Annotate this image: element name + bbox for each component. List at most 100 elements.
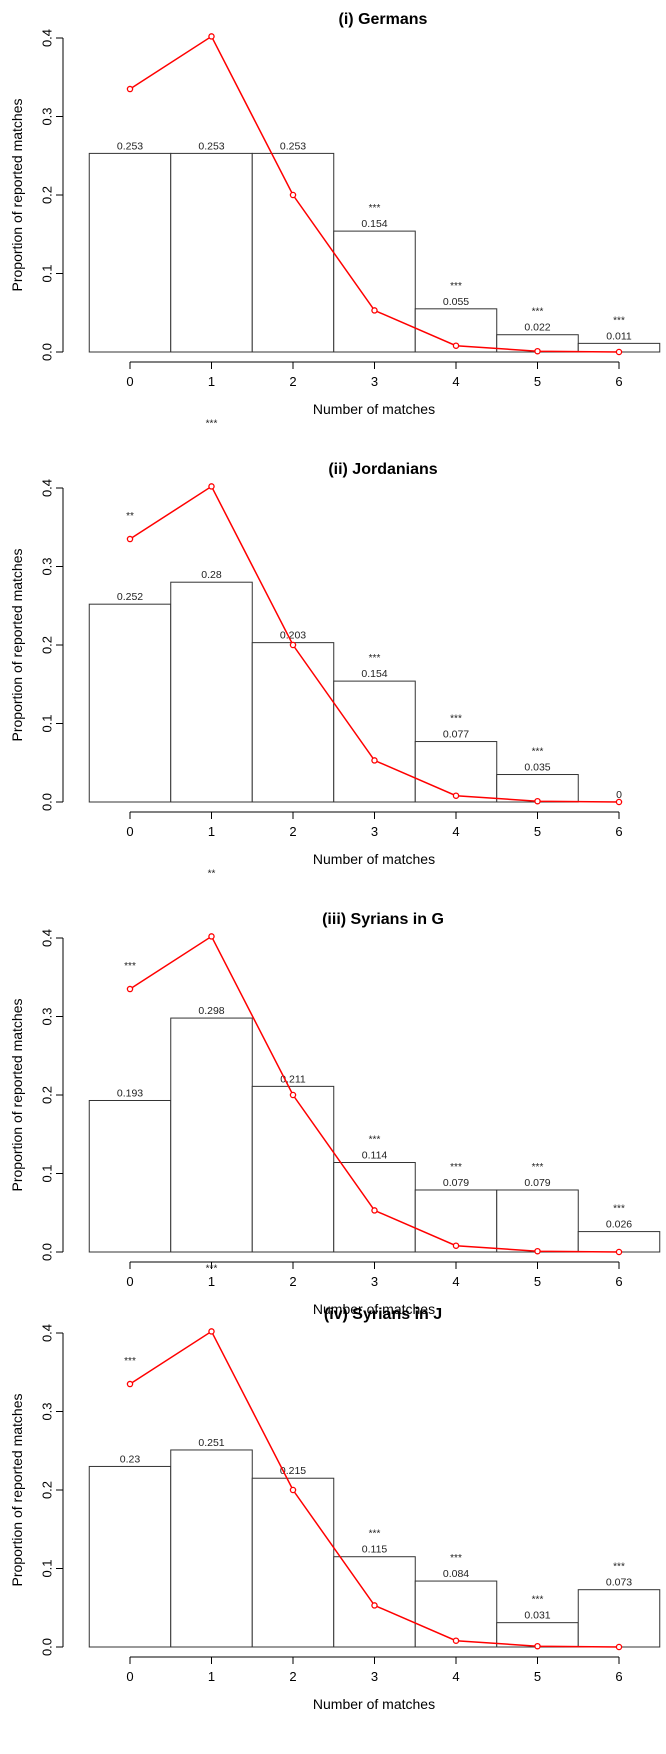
bar-value-label: 0.251: [198, 1437, 224, 1449]
significance-marker: ***: [532, 747, 544, 758]
x-axis-label: Number of matches: [313, 1301, 435, 1317]
reference-point: [534, 1642, 541, 1650]
significance-marker: ***: [369, 1529, 381, 1540]
reference-point: [289, 191, 297, 199]
x-tick-label: 3: [371, 1669, 378, 1684]
bar-value-label: 0.253: [117, 140, 143, 152]
bar-4: [414, 1189, 498, 1253]
reference-point: [289, 1486, 297, 1494]
x-tick-label: 2: [289, 1274, 296, 1289]
reference-point: [208, 933, 215, 940]
x-tick-label: 2: [289, 824, 296, 839]
bar-value-label: 0.011: [606, 330, 632, 342]
bar-value-label: 0.215: [280, 1465, 306, 1477]
y-tick-label: 0.0: [39, 1638, 54, 1656]
bar-1: [170, 1017, 253, 1253]
y-tick-label: 0.2: [39, 186, 54, 204]
bar-value-label: 0.28: [201, 569, 222, 581]
reference-point: [534, 797, 541, 805]
bar-value-label: 0: [616, 789, 622, 801]
reference-point: [371, 1207, 378, 1214]
bar-value-label: 0.114: [362, 1150, 388, 1162]
reference-point: [371, 307, 378, 314]
significance-marker: ***: [124, 1356, 136, 1367]
y-tick-label: 0.3: [39, 1402, 54, 1420]
bar-0: [88, 1099, 172, 1253]
y-axis-label: Proportion of reported matches: [9, 549, 25, 742]
bar-value-label: 0.253: [280, 140, 306, 152]
chart-panel-2: (ii) Jordanians 0.0 0.1 0.2 0.3 0.4 Proportion…: [9, 418, 623, 867]
bar-5: [496, 774, 579, 803]
reference-point: [534, 347, 541, 355]
bar-value-label: 0.154: [361, 218, 387, 230]
bar-value-label: 0.055: [443, 296, 469, 308]
significance-marker: ***: [450, 714, 462, 725]
bar-value-label: 0.253: [198, 140, 224, 152]
bar-2: [251, 642, 335, 803]
x-tick-label: 6: [615, 824, 622, 839]
y-tick-label: 0.3: [39, 1007, 54, 1025]
reference-point: [289, 641, 297, 649]
x-tick-label: 4: [452, 1669, 459, 1684]
reference-point: [126, 85, 134, 93]
chart-title: (i) Germans: [339, 11, 428, 28]
bar-3: [333, 680, 416, 803]
bar-1: [170, 1449, 253, 1648]
reference-point: [452, 1242, 460, 1249]
y-tick-label: 0.3: [39, 107, 54, 125]
bar-value-label: 0.154: [361, 668, 387, 680]
y-axis-label: Proportion of reported matches: [9, 1394, 25, 1587]
significance-marker: ***: [369, 653, 381, 664]
x-axis-label: Number of matches: [313, 851, 435, 867]
bar-5: [496, 1189, 579, 1253]
y-tick-label: 0.4: [39, 929, 54, 947]
y-tick-label: 0.1: [39, 1164, 54, 1182]
bar-value-label: 0.022: [524, 322, 550, 334]
bar-value-label: 0.079: [443, 1177, 469, 1189]
bar-value-label: 0.031: [524, 1610, 550, 1622]
significance-marker: ***: [124, 961, 136, 972]
x-tick-label: 3: [371, 824, 378, 839]
y-tick-label: 0.0: [39, 343, 54, 361]
reference-point: [615, 1248, 623, 1256]
significance-marker: ***: [206, 418, 218, 429]
bar-3: [333, 1556, 416, 1648]
bar-4: [414, 1580, 498, 1648]
y-tick-label: 0.4: [39, 1324, 54, 1342]
chart-title: (ii) Jordanians: [328, 461, 437, 478]
x-tick-label: 4: [452, 374, 459, 389]
y-tick-label: 0.0: [39, 1243, 54, 1261]
x-tick-label: 0: [126, 824, 133, 839]
bar-value-label: 0.203: [280, 630, 306, 642]
x-tick-label: 5: [534, 374, 541, 389]
reference-point: [208, 33, 215, 40]
y-tick-label: 0.1: [39, 264, 54, 282]
reference-point: [452, 342, 460, 349]
x-tick-label: 0: [126, 374, 133, 389]
reference-point: [534, 1247, 541, 1255]
bar-value-label: 0.193: [117, 1087, 143, 1099]
significance-marker: ***: [450, 1162, 462, 1173]
x-tick-label: 5: [534, 1669, 541, 1684]
significance-marker: ***: [613, 315, 625, 326]
reference-point: [615, 1643, 623, 1651]
reference-point: [289, 1091, 297, 1099]
bar-value-label: 0.079: [524, 1177, 550, 1189]
significance-marker: ***: [532, 1595, 544, 1606]
reference-point: [126, 1380, 134, 1388]
reference-point: [452, 792, 460, 799]
chart-panel-3: (iii) Syrians in G 0.0 0.1 0.2 0.3 0.4 Proport…: [9, 868, 661, 1317]
bar-4: [414, 741, 498, 803]
y-tick-label: 0.1: [39, 714, 54, 732]
significance-marker: **: [126, 511, 134, 522]
chart-panel-4: (iv) Syrians in J 0.0 0.1 0.2 0.3 0.4 Proporti…: [9, 1263, 661, 1712]
bar-0: [88, 152, 172, 353]
reference-point: [371, 757, 378, 764]
bar-0: [88, 603, 172, 803]
y-tick-label: 0.4: [39, 29, 54, 47]
bar-value-label: 0.298: [198, 1005, 224, 1017]
x-tick-label: 4: [452, 824, 459, 839]
y-tick-label: 0.2: [39, 1481, 54, 1499]
x-tick-label: 1: [208, 824, 215, 839]
